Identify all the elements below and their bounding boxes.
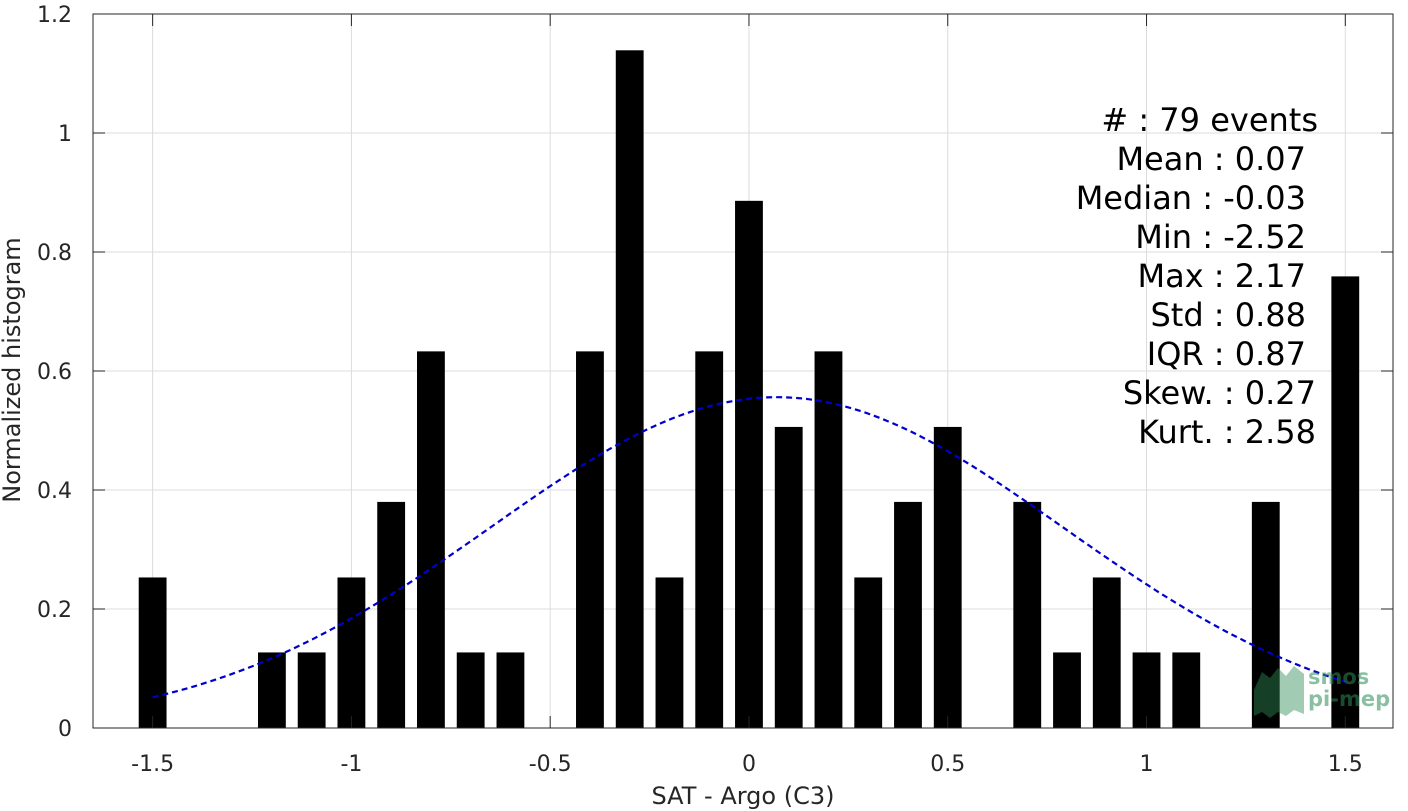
logo-text-pimep: pi-mep: [1308, 687, 1390, 711]
y-tick-label-5: 1: [58, 122, 72, 147]
histogram-bar-2: [297, 652, 326, 728]
histogram-bar-6: [456, 652, 485, 728]
histogram-bar-8: [576, 351, 604, 728]
x-tick-label-3: 0: [742, 752, 756, 777]
histogram-bar-23: [1251, 501, 1280, 728]
y-tick-label-2: 0.4: [37, 479, 72, 504]
x-axis-label: SAT - Argo (C3): [652, 782, 835, 810]
histogram-bar-20: [1092, 577, 1121, 728]
x-tick-label-4: 0.5: [930, 752, 965, 777]
x-tick-label-1: -1: [340, 752, 362, 777]
x-tick-label-0: -1.5: [131, 752, 174, 777]
y-tick-label-0: 0: [58, 717, 72, 742]
histogram-bar-1: [257, 652, 286, 728]
axis-ticks: [93, 13, 1393, 729]
histogram-bar-12: [735, 200, 763, 728]
stat-line-0: # : 79 events: [1101, 101, 1318, 139]
x-tick-label-6: 1.5: [1328, 752, 1363, 777]
stat-line-4: Max : 2.17: [1137, 257, 1306, 295]
histogram-bar-21: [1132, 652, 1161, 728]
histogram-bar-9: [615, 50, 644, 729]
histogram-bar-3: [337, 577, 366, 728]
stat-line-2: Median : -0.03: [1076, 179, 1306, 217]
histogram-bar-18: [1013, 501, 1042, 728]
histogram-bar-15: [854, 577, 883, 728]
stat-line-6: IQR : 0.87: [1147, 335, 1306, 373]
histogram-bar-4: [377, 501, 406, 728]
histogram-bar-13: [774, 426, 803, 728]
y-tick-labels: 0 0.2 0.4 0.6 0.8 1 1.2: [37, 3, 72, 742]
y-axis-label: Normalized histogram: [0, 237, 26, 502]
histogram-bars: [138, 50, 1360, 729]
histogram-bar-16: [894, 501, 922, 728]
histogram-bar-0: [138, 577, 167, 728]
stat-line-5: Std : 0.88: [1150, 296, 1306, 334]
gaussian-fit-line: [152, 396, 1346, 699]
histogram-bar-17: [933, 426, 962, 728]
y-tick-label-3: 0.6: [37, 360, 72, 385]
smos-pimep-logo: smos pi-mep: [1254, 665, 1390, 718]
gaussian-fit: [152, 396, 1346, 699]
y-tick-label-6: 1.2: [37, 3, 72, 28]
histogram-bar-7: [496, 652, 525, 728]
y-tick-label-4: 0.8: [37, 241, 72, 266]
x-tick-labels: -1.5 -1 -0.5 0 0.5 1 1.5: [131, 752, 1363, 777]
histogram-bar-5: [417, 351, 445, 728]
stat-line-8: Kurt. : 2.58: [1138, 413, 1316, 451]
stat-line-3: Min : -2.52: [1135, 218, 1306, 256]
stat-line-7: Skew. : 0.27: [1123, 374, 1316, 412]
y-tick-label-1: 0.2: [37, 598, 72, 623]
histogram-bar-24: [1331, 276, 1360, 728]
x-tick-label-5: 1: [1140, 752, 1154, 777]
x-tick-label-2: -0.5: [529, 752, 572, 777]
histogram-bar-11: [695, 351, 724, 728]
logo-wave-icon: [1254, 666, 1304, 718]
stat-line-1: Mean : 0.07: [1116, 140, 1306, 178]
histogram-bar-14: [814, 351, 843, 728]
logo-text-smos: smos: [1308, 665, 1369, 689]
histogram-bar-10: [655, 577, 684, 728]
histogram-bar-19: [1053, 652, 1081, 728]
histogram-bar-22: [1172, 652, 1201, 728]
